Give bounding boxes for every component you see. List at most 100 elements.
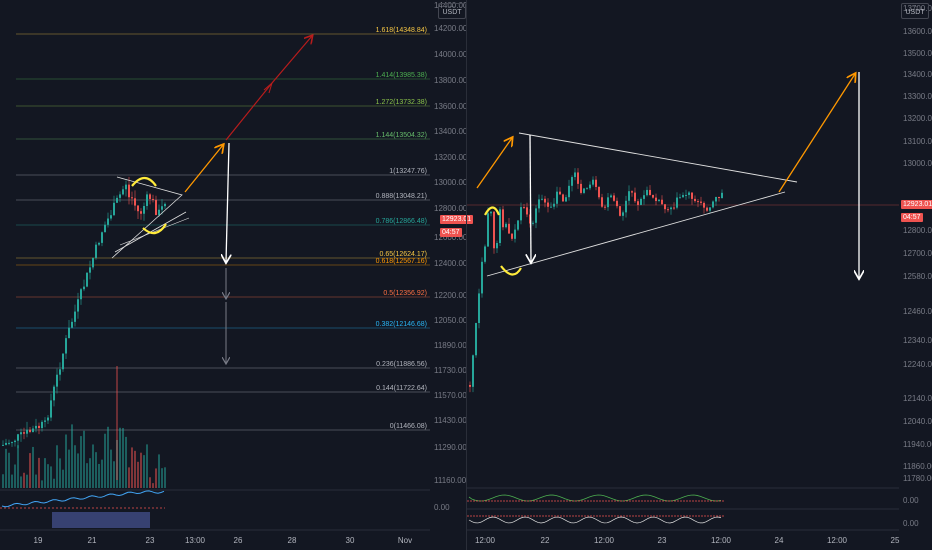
fib-level-label: 0.618(12567.16) <box>376 258 427 265</box>
left-chart-pane[interactable]: 1.618(14348.84) 1.414(13985.38) 1.272(1373… <box>0 0 474 550</box>
candle-body <box>631 191 633 193</box>
candle-body <box>646 189 648 196</box>
candle-body <box>487 213 489 247</box>
candle-body <box>71 321 73 328</box>
candle-body <box>514 229 516 239</box>
price-axis-label: 12700.00 <box>903 249 932 258</box>
volume-bar <box>14 464 16 488</box>
volume-bar <box>26 474 28 488</box>
candle-body <box>583 188 585 193</box>
candle-body <box>574 172 576 178</box>
candle-body <box>715 196 717 202</box>
candle-body <box>640 198 642 205</box>
candle-body <box>625 200 627 213</box>
price-axis-label: 13800.00 <box>434 76 466 85</box>
candle-body <box>158 209 160 215</box>
right-chart-canvas[interactable]: 13700.00 13600.00 13500.00 13400.00 13300.00… <box>467 0 932 550</box>
price-axis-label: 14400.00 <box>434 1 466 10</box>
right-chart-pane[interactable]: 13700.00 13600.00 13500.00 13400.00 13300.00… <box>466 0 932 550</box>
indicator-axis-label: 0.00 <box>434 503 450 512</box>
price-axis-label: 14000.00 <box>434 50 466 59</box>
candle-body <box>658 199 660 202</box>
candle-body <box>505 223 507 228</box>
candle-body <box>80 289 82 300</box>
candle-body <box>32 428 34 432</box>
volume-bar <box>8 452 10 488</box>
time-axis-label: Nov <box>398 536 412 545</box>
candle-body <box>526 207 528 215</box>
indicator-line <box>468 516 722 524</box>
breakout-arrow-left <box>476 138 512 189</box>
volume-bar <box>92 444 94 488</box>
left-price-badge: 12923.01 <box>440 215 474 224</box>
right-currency-label[interactable]: ··· USDT <box>901 3 929 19</box>
volume-bar <box>119 427 121 488</box>
candle-body <box>661 199 663 205</box>
candle-body <box>634 192 636 202</box>
candle-body <box>592 179 594 185</box>
candle-body <box>35 425 37 429</box>
indicator-line <box>1 490 165 508</box>
candle-body <box>26 429 28 434</box>
time-axis-label: 23 <box>658 536 667 545</box>
candle-body <box>122 189 124 195</box>
indicator-axis-label: 0.00 <box>903 519 919 528</box>
candle-body <box>622 212 624 216</box>
volume-bar <box>44 458 46 488</box>
candle-body <box>595 179 597 187</box>
candle-body <box>161 206 163 210</box>
volume-bar <box>86 463 88 488</box>
candle-body <box>670 207 672 210</box>
candle-body <box>38 425 40 429</box>
candle-body <box>490 211 492 214</box>
volume-bar <box>98 463 100 488</box>
time-axis-label: 12:00 <box>594 536 615 545</box>
candle-body <box>44 420 46 422</box>
candle-body <box>664 204 666 210</box>
volume-bar <box>137 461 139 488</box>
price-axis-label: 12140.00 <box>903 394 932 403</box>
price-axis-label: 11290.00 <box>434 443 466 452</box>
drop-arrow <box>226 142 229 262</box>
candle-body <box>679 197 681 199</box>
candle-body <box>53 386 55 401</box>
candle-body <box>523 207 525 209</box>
candle-body <box>469 385 471 387</box>
volume-bar <box>59 458 61 488</box>
candle-body <box>643 195 645 199</box>
time-axis-label: 21 <box>88 536 97 545</box>
volume-bar <box>155 468 157 488</box>
candle-body <box>529 214 531 224</box>
candle-body <box>604 206 606 208</box>
fib-level-label: 0.888(13048.21) <box>376 193 427 200</box>
time-axis-label: 26 <box>234 536 243 545</box>
price-axis-label: 11780.00 <box>903 474 932 483</box>
candle-body <box>508 223 510 234</box>
highlight-arc-top <box>484 206 501 216</box>
volume-bar <box>38 457 40 488</box>
candle-body <box>155 199 157 215</box>
left-chart-canvas[interactable]: 1.618(14348.84) 1.414(13985.38) 1.272(1373… <box>0 0 466 550</box>
price-axis-label: 12240.00 <box>903 360 932 369</box>
candle-body <box>628 191 630 201</box>
fib-level-label: 1.618(14348.84) <box>376 27 427 34</box>
price-axis-label: 11160.00 <box>434 476 466 485</box>
candle-body <box>616 200 618 207</box>
triangle-upper-line <box>518 132 798 183</box>
candle-body <box>697 201 699 203</box>
candle-body <box>499 209 501 244</box>
right-price-badge: 12923.01 <box>901 200 932 209</box>
candle-body <box>107 218 109 225</box>
volume-bar <box>134 450 136 488</box>
volume-bar <box>122 428 124 488</box>
candle-body <box>496 243 498 249</box>
candle-body <box>610 195 612 198</box>
volume-bar <box>74 445 76 488</box>
left-currency-label[interactable]: ··· USDT <box>438 3 466 19</box>
price-axis-label: 12040.00 <box>903 417 932 426</box>
candle-body <box>550 206 552 208</box>
candle-body <box>649 189 651 195</box>
indicator-shaded-band <box>52 512 150 528</box>
price-axis-label: 12460.00 <box>903 307 932 316</box>
candle-body <box>128 184 130 198</box>
